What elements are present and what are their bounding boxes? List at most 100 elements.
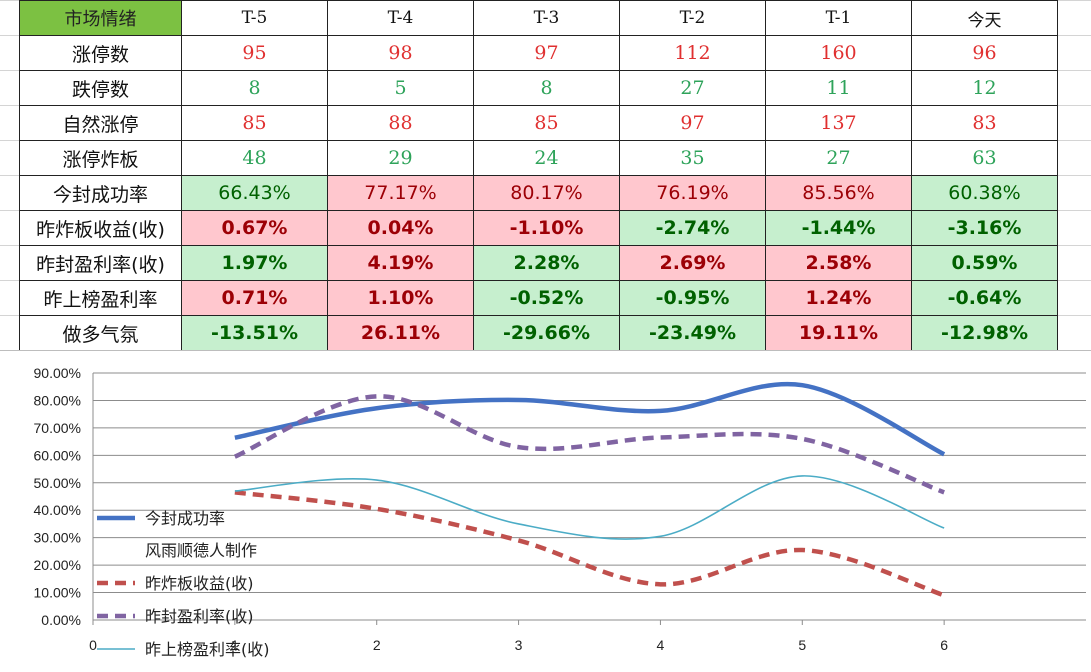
data-cell[interactable]: 26.11% [327,315,474,350]
row-label-cell[interactable]: 涨停数 [19,35,182,71]
data-cell[interactable]: 4.19% [327,245,474,281]
data-cell[interactable]: 1.97% [181,245,328,281]
data-cell[interactable]: 1.10% [327,280,474,316]
series-line-2 [234,490,945,598]
data-cell[interactable]: 96 [911,35,1058,71]
data-cell[interactable]: 0.67% [181,210,328,246]
data-cell[interactable]: 85 [181,105,328,141]
data-cell[interactable]: -0.95% [619,280,766,316]
data-cell[interactable]: -29.66% [473,315,620,350]
x-tick-label: 2 [373,637,381,653]
data-cell[interactable]: 19.11% [765,315,912,350]
data-cell[interactable]: 1.24% [765,280,912,316]
data-cell[interactable]: -12.98% [911,315,1058,350]
data-cell[interactable]: 112 [619,35,766,71]
row-label-cell[interactable]: 今封成功率 [19,175,182,211]
y-tick-label: 60.00% [34,447,81,463]
x-tick-label: 6 [940,637,948,653]
y-tick-label: 80.00% [34,392,81,408]
data-cell[interactable]: 97 [619,105,766,141]
sentiment-line-chart: 0.00% 10.00% 20.00% 30.00% 40.00% 50.00% 60.00… [0,350,1091,672]
column-header-cell[interactable]: T-2 [619,0,766,36]
data-cell[interactable]: -2.74% [619,210,766,246]
data-cell[interactable]: -13.51% [181,315,328,350]
data-cell[interactable]: 77.17% [327,175,474,211]
table-row: 昨上榜盈利率 0.71% 1.10% -0.52% -0.95% 1.24% -0.64% [19,280,1058,316]
row-label-cell[interactable]: 昨上榜盈利率 [19,280,182,316]
data-cell[interactable]: -0.52% [473,280,620,316]
series-line-3 [233,394,945,495]
data-cell[interactable]: 85 [473,105,620,141]
data-cell[interactable]: 63 [911,140,1058,176]
data-cell[interactable]: 48 [181,140,328,176]
x-tick-label: 0 [89,637,97,653]
y-tick-label: 30.00% [34,530,81,546]
data-cell[interactable]: 12 [911,70,1058,106]
series-line-4 [234,475,945,540]
x-tick-label: 1 [231,637,239,653]
data-cell[interactable]: 95 [181,35,328,71]
row-label-cell[interactable]: 做多气氛 [19,315,182,350]
data-cell[interactable]: 160 [765,35,912,71]
legend-label: 昨上榜盈利率(收) [145,640,270,659]
sheet-gridline [1057,0,1058,350]
data-cell[interactable]: -0.64% [911,280,1058,316]
data-cell[interactable]: 8 [181,70,328,106]
data-cell[interactable]: 5 [327,70,474,106]
header-row: 市场情绪 T-5 T-4 T-3 T-2 T-1 今天 [19,0,1058,36]
data-cell[interactable]: 8 [473,70,620,106]
data-cell[interactable]: 0.04% [327,210,474,246]
x-tick-label: 4 [657,637,665,653]
data-cell[interactable]: 88 [327,105,474,141]
column-header-cell[interactable]: T-1 [765,0,912,36]
header-label-cell[interactable]: 市场情绪 [19,0,182,36]
x-tick-label: 5 [798,637,806,653]
data-cell[interactable]: 60.38% [911,175,1058,211]
table-row: 自然涨停 85 88 85 97 137 83 [19,105,1058,141]
table-row: 今封成功率 66.43% 77.17% 80.17% 76.19% 85.56% 60.38… [19,175,1058,211]
y-tick-label: 90.00% [34,365,81,381]
data-cell[interactable]: 2.69% [619,245,766,281]
data-cell[interactable]: -23.49% [619,315,766,350]
data-cell[interactable]: 2.28% [473,245,620,281]
data-cell[interactable]: 97 [473,35,620,71]
data-cell[interactable]: 137 [765,105,912,141]
data-cell[interactable]: 35 [619,140,766,176]
column-header-cell[interactable]: T-5 [181,0,328,36]
column-header-cell[interactable]: T-3 [473,0,620,36]
data-cell[interactable]: 24 [473,140,620,176]
row-label-cell[interactable]: 昨炸板收益(收) [19,210,182,246]
row-label-cell[interactable]: 自然涨停 [19,105,182,141]
row-label-cell[interactable]: 昨封盈利率(收) [19,245,182,281]
data-cell[interactable]: 0.71% [181,280,328,316]
data-cell[interactable]: 85.56% [765,175,912,211]
data-cell[interactable]: 98 [327,35,474,71]
data-cell[interactable]: -1.44% [765,210,912,246]
y-tick-label: 70.00% [34,420,81,436]
data-cell[interactable]: 80.17% [473,175,620,211]
x-tick-label: 3 [515,637,523,653]
data-cell[interactable]: 66.43% [181,175,328,211]
data-cell[interactable]: 27 [619,70,766,106]
y-tick-label: 50.00% [34,475,81,491]
row-label-cell[interactable]: 涨停炸板 [19,140,182,176]
table-row: 做多气氛 -13.51% 26.11% -29.66% -23.49% 19.11% -12… [19,315,1058,350]
data-cell[interactable]: 83 [911,105,1058,141]
data-cell[interactable]: 76.19% [619,175,766,211]
data-cell[interactable]: 27 [765,140,912,176]
data-cell[interactable]: 29 [327,140,474,176]
legend-label: 昨封盈利率(收) [145,607,254,626]
row-label-cell[interactable]: 跌停数 [19,70,182,106]
chart-annotation: 风雨顺德人制作 [145,541,257,560]
y-tick-label: 20.00% [34,557,81,573]
table-row: 昨炸板收益(收) 0.67% 0.04% -1.10% -2.74% -1.44% -3.1… [19,210,1058,246]
data-cell[interactable]: -1.10% [473,210,620,246]
column-header-cell[interactable]: T-4 [327,0,474,36]
data-cell[interactable]: 0.59% [911,245,1058,281]
table-row: 昨封盈利率(收) 1.97% 4.19% 2.28% 2.69% 2.58% 0.59% [19,245,1058,281]
data-cell[interactable]: 2.58% [765,245,912,281]
series-line-1 [234,381,946,457]
data-cell[interactable]: -3.16% [911,210,1058,246]
data-cell[interactable]: 11 [765,70,912,106]
column-header-cell[interactable]: 今天 [911,0,1058,36]
